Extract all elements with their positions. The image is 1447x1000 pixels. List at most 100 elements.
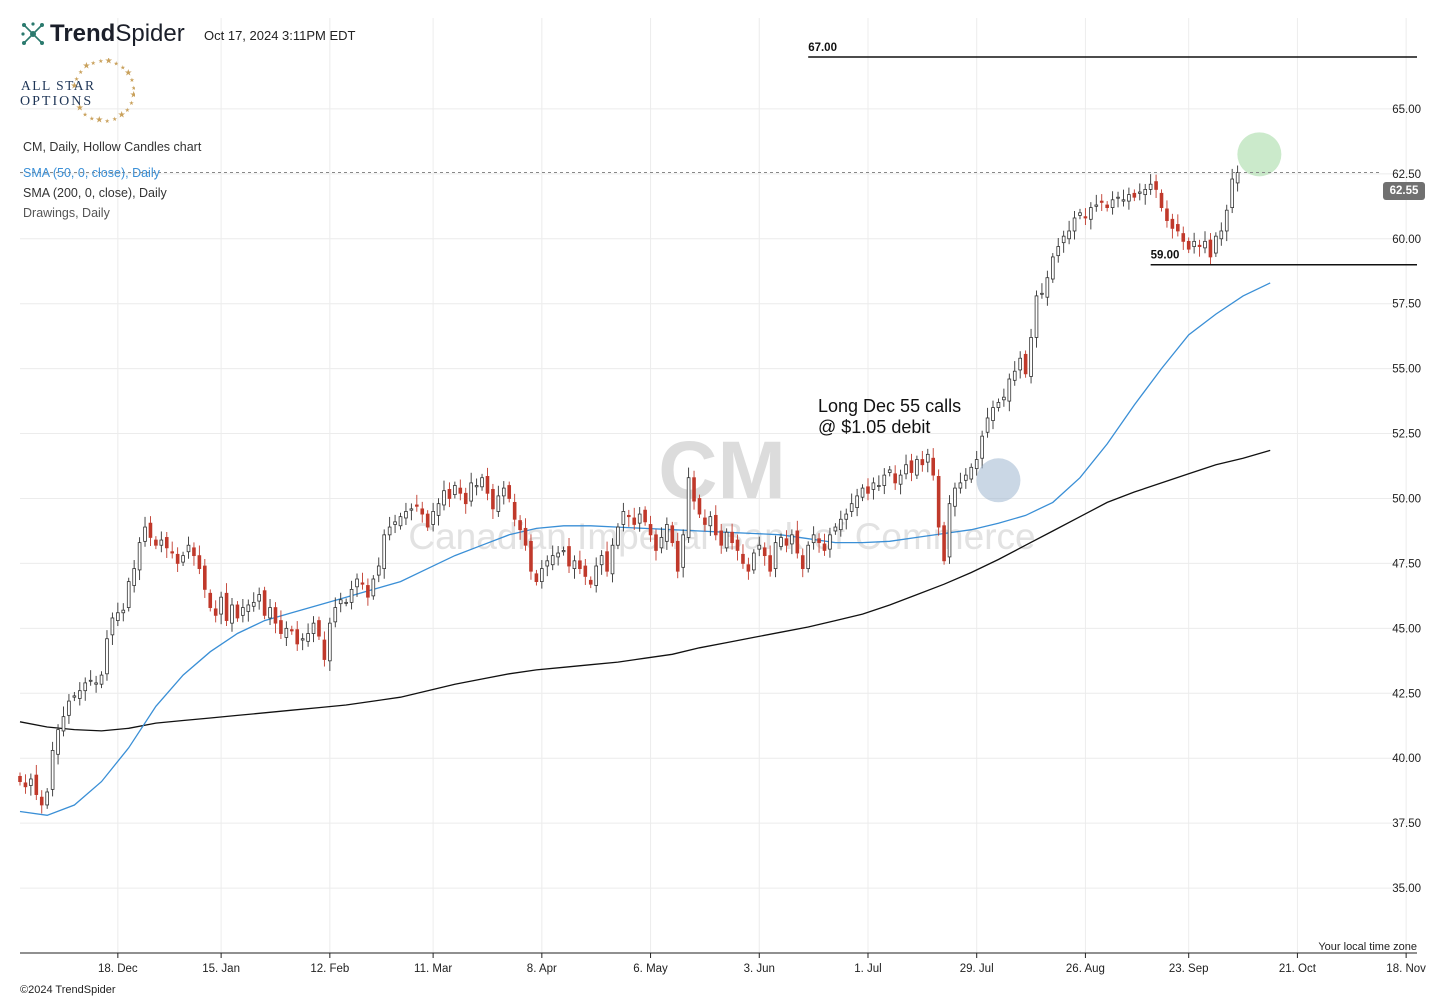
candle-body <box>931 457 936 476</box>
candle-body <box>980 435 984 459</box>
candle <box>1094 194 1099 212</box>
candle-body <box>893 473 897 484</box>
candle <box>453 481 457 499</box>
candle-body <box>1089 207 1093 220</box>
candle-body <box>1186 240 1191 250</box>
annotation-line-2[interactable]: @ $1.05 debit <box>818 417 930 437</box>
y-tick-label-5: 47.50 <box>1392 558 1421 570</box>
candle-body <box>828 534 832 550</box>
candle <box>567 537 571 574</box>
candle-body <box>192 547 196 557</box>
trendspider-logo: Trend Spider <box>20 20 185 48</box>
candle-body <box>1083 216 1088 219</box>
candle-body <box>991 407 995 421</box>
candle-body <box>947 503 952 558</box>
candle <box>545 555 550 577</box>
candle <box>344 598 348 607</box>
candle <box>148 516 153 547</box>
drawings-legend[interactable]: Drawings, Daily <box>23 206 110 220</box>
candle <box>795 520 800 559</box>
candle-body <box>1094 204 1099 207</box>
candle <box>1018 351 1022 379</box>
candle <box>328 617 332 671</box>
candle <box>1061 230 1066 253</box>
y-tick-label-4: 45.00 <box>1392 623 1421 635</box>
candle-body <box>1148 183 1153 190</box>
candle-body <box>915 459 919 476</box>
candle-body <box>605 551 609 572</box>
sma50-legend[interactable]: SMA (50, 0, close), Daily <box>23 166 160 180</box>
brand-bold: Trend <box>50 20 116 47</box>
candle-body <box>1154 181 1158 190</box>
x-tick-label-11: 21. Oct <box>1279 963 1317 975</box>
candle <box>1029 328 1033 384</box>
candle-body <box>463 492 468 505</box>
candle <box>311 616 316 643</box>
candle-body <box>105 638 109 675</box>
candle-body <box>567 546 571 567</box>
x-axis: 18. Dec 15. Jan 12. Feb 11. Mar 8. Apr 6. May… <box>98 953 1426 975</box>
candle-body <box>898 474 903 485</box>
candle <box>213 600 218 623</box>
candle <box>393 514 397 534</box>
candle-body <box>284 627 289 638</box>
candle <box>1235 165 1240 192</box>
candle-body <box>197 555 202 570</box>
candle-body <box>920 459 925 466</box>
candle <box>844 508 849 530</box>
candle-body <box>665 524 669 542</box>
candle-body <box>556 552 560 558</box>
candle-body <box>572 560 577 570</box>
candle <box>915 455 919 480</box>
candle-body <box>18 775 22 782</box>
candle <box>1078 208 1082 220</box>
x-tick-label-10: 23. Sep <box>1169 963 1209 975</box>
candle <box>203 559 207 598</box>
candle-body <box>1181 233 1186 242</box>
candle-body <box>1159 192 1164 208</box>
candle <box>757 536 762 557</box>
candle <box>241 598 245 623</box>
candle <box>491 483 495 520</box>
candle <box>219 591 223 625</box>
candle-body <box>1208 239 1213 258</box>
candle-body <box>1127 194 1131 202</box>
candle <box>501 481 506 505</box>
candle <box>1197 239 1202 257</box>
candle <box>415 494 419 512</box>
candle <box>877 475 881 491</box>
candle-body <box>632 517 637 525</box>
star-icon: ★ <box>114 61 119 68</box>
candle-body <box>1105 204 1109 208</box>
candle-body <box>599 555 604 566</box>
candle-body <box>784 538 789 546</box>
candle <box>643 506 647 526</box>
candle-body <box>833 526 838 532</box>
annotation-line-1[interactable]: Long Dec 55 calls <box>818 396 961 416</box>
candle-body <box>246 604 251 612</box>
candle <box>616 523 620 550</box>
candle-body <box>675 540 680 572</box>
sma200-legend[interactable]: SMA (200, 0, close), Daily <box>23 186 167 200</box>
candle-body <box>724 531 729 549</box>
candle <box>779 533 783 551</box>
candle-body <box>925 453 930 463</box>
candle <box>654 529 658 561</box>
star-icon: ★ <box>118 110 126 120</box>
candle-body <box>779 537 783 547</box>
candle <box>790 529 794 555</box>
candles <box>18 165 1240 814</box>
candle <box>1023 350 1028 378</box>
watermark: CM Canadian Imperial Bank of Commerce <box>408 425 1035 557</box>
timezone-label[interactable]: Your local time zone <box>1318 941 1417 953</box>
candle <box>697 494 702 518</box>
candle-body <box>697 498 702 515</box>
horizontal-levels[interactable]: 67.00 59.00 <box>808 42 1417 266</box>
candle <box>382 529 386 579</box>
candle-body <box>1170 218 1175 229</box>
candle <box>632 507 637 530</box>
candle <box>1186 237 1191 254</box>
candle <box>175 547 180 572</box>
candle <box>1089 202 1093 230</box>
